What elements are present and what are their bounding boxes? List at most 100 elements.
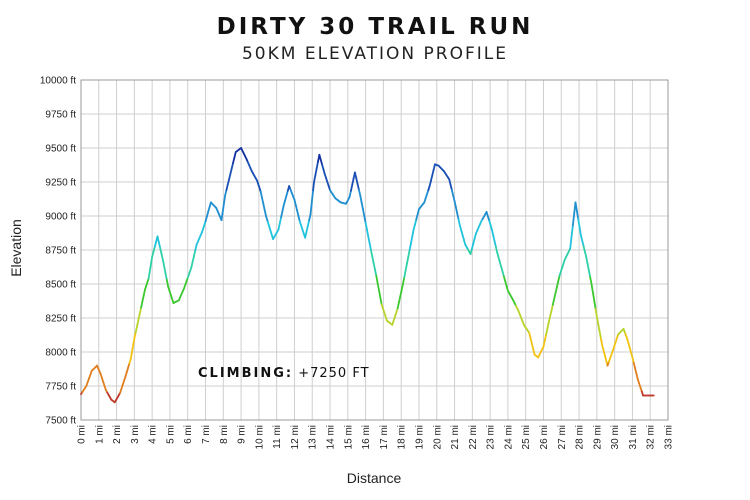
y-tick-label: 9250 ft [45,178,76,189]
elevation-segment [148,266,152,275]
x-tick-label: 9 mi [237,425,248,444]
elevation-segment [542,339,546,348]
x-tick-label: 6 mi [183,425,194,444]
elevation-segment [265,215,269,223]
elevation-segment [583,250,588,258]
elevation-segment [430,174,434,182]
elevation-segment [360,201,364,211]
elevation-segment [579,234,584,242]
elevation-segment [280,210,284,219]
elevation-segment [259,190,263,199]
elevation-segment [557,274,561,283]
elevation-segment [367,235,371,245]
elevation-segment [570,224,574,238]
elevation-segment [232,156,236,164]
elevation-segment [165,279,170,288]
elevation-segment [454,206,459,215]
chart-grid [80,79,669,421]
elevation-segment [370,249,374,258]
elevation-segment [147,272,151,280]
elevation-segment [350,183,354,192]
x-tick-label: 5 mi [165,425,176,444]
elevation-segment [159,247,163,255]
elevation-segment [555,280,560,289]
x-tick-label: 22 mi [468,425,479,449]
elevation-segment [631,356,635,364]
elevation-segment [294,204,299,212]
elevation-segment [635,372,639,381]
elevation-segment [306,219,311,228]
climbing-value: +7250 FT [293,366,369,381]
elevation-segment [490,228,495,237]
elevation-segment [157,241,162,249]
x-tick-label: 2 mi [112,425,123,444]
elevation-segment [379,296,383,306]
elevation-segment [266,220,271,229]
x-tick-label: 16 mi [361,425,372,449]
elevation-segment [493,240,497,248]
elevation-segment [528,332,532,340]
x-tick-label: 23 mi [486,425,497,449]
x-tick-label: 0 mi [77,425,88,444]
elevation-segment [432,163,436,171]
elevation-segment [399,289,403,298]
elevation-segment [156,235,160,244]
elevation-segment [141,294,145,303]
elevation-segment [428,179,432,187]
elevation-line [80,147,655,404]
elevation-segment [569,236,573,250]
elevation-segment [355,177,359,185]
x-axis-title: Distance [347,470,402,486]
x-tick-label: 1 mi [94,425,105,444]
y-axis-ticks: 10000 ft 9750 ft 9500 ft 9250 ft 9000 ft 8750… [40,76,76,427]
elevation-segment [261,196,265,205]
chart-subtitle: 50KM ELEVATION PROFILE [241,44,508,64]
x-tick-label: 33 mi [664,425,675,449]
y-tick-label: 9000 ft [45,212,76,223]
elevation-segment [308,213,312,222]
elevation-segment [594,307,598,318]
x-tick-label: 27 mi [557,425,568,449]
x-tick-label: 28 mi [575,425,586,449]
elevation-segment [150,255,154,264]
elevation-segment [190,260,194,269]
elevation-segment [225,183,229,192]
x-tick-label: 12 mi [290,425,301,449]
elevation-segment [404,262,408,272]
elevation-segment [582,245,586,253]
elevation-segment [228,172,232,181]
elevation-segment [547,315,552,323]
elevation-segment [296,209,300,217]
y-tick-label: 8000 ft [45,348,76,359]
elevation-segment [407,249,411,258]
elevation-segment [304,231,308,239]
elevation-segment [410,235,414,245]
elevation-segment [595,315,600,325]
elevation-segment [230,162,234,170]
elevation-segment [348,189,352,198]
x-axis-ticks: 0 mi 1 mi 2 mi 3 mi 4 mi 5 mi 6 mi 7 mi 8 mi 9 mi… [77,425,675,449]
elevation-segment [233,151,237,159]
elevation-segment [221,206,225,215]
elevation-segment [453,200,457,209]
elevation-segment [194,243,198,252]
elevation-segment [371,255,375,264]
x-tick-label: 17 mi [379,425,390,449]
elevation-segment [599,337,604,347]
elevation-segment [586,262,590,272]
elevation-segment [492,234,496,243]
elevation-segment [431,168,435,177]
elevation-segment [403,269,407,279]
elevation-segment [359,194,363,204]
elevation-segment [450,189,455,197]
elevation-segment [597,322,601,332]
elevation-segment [186,271,191,279]
elevation-segment [149,261,153,269]
elevation-segment [375,274,379,284]
elevation-segment [578,225,582,236]
elevation-segment [305,225,309,233]
elevation-segment [494,246,499,254]
elevation-segment [456,212,460,221]
elevation-segment [376,282,380,292]
elevation-segment [163,265,167,275]
